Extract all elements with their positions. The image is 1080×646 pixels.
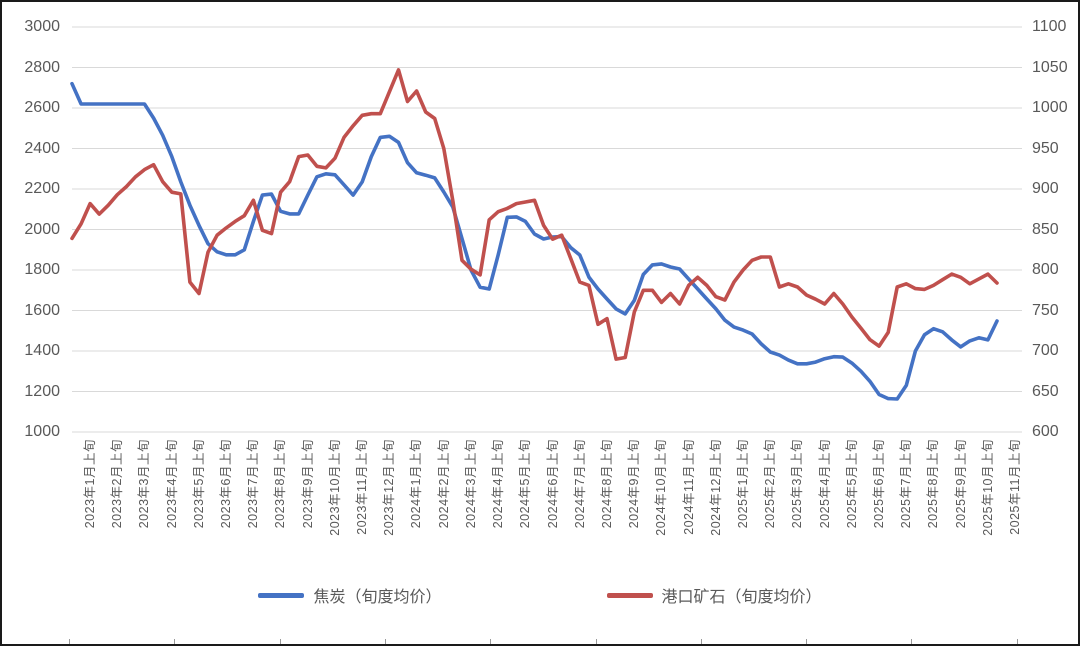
x-axis-label: 2023年4月上旬 (164, 439, 179, 529)
x-axis-label: 2024年10月上旬 (654, 439, 669, 536)
legend-label-coke: 焦炭（旬度均价） (313, 589, 442, 606)
y-axis-label-right: 700 (1032, 342, 1059, 359)
y-axis-label-left: 1200 (24, 382, 60, 400)
y-axis-label-right: 1100 (1032, 18, 1067, 35)
y-axis-label-right: 950 (1032, 139, 1059, 157)
y-axis-label-right: 800 (1032, 261, 1059, 278)
x-axis-label: 2023年12月上旬 (382, 439, 397, 536)
x-axis-label: 2024年4月上旬 (491, 439, 506, 529)
x-axis-label: 2025年5月上旬 (844, 439, 859, 529)
legend-label-ore: 港口矿石（旬度均价） (661, 589, 822, 606)
y-axis-label-left: 1600 (24, 301, 60, 319)
x-axis-label: 2025年11月上旬 (1008, 439, 1022, 535)
x-axis-label: 2025年9月上旬 (953, 439, 968, 529)
x-axis-label: 2023年5月上旬 (191, 439, 206, 529)
x-axis-label: 2023年1月上旬 (83, 439, 97, 529)
x-axis-label: 2024年5月上旬 (518, 439, 533, 529)
x-axis-tick (595, 639, 597, 644)
x-axis-tick (174, 639, 176, 644)
y-axis-label-right: 1050 (1032, 58, 1068, 76)
x-axis-label: 2025年3月上旬 (790, 439, 805, 529)
x-axis-label: 2024年9月上旬 (627, 439, 642, 529)
y-axis-label-right: 1000 (1032, 99, 1068, 116)
y-axis-label-left: 1000 (24, 423, 60, 440)
x-axis-label: 2025年4月上旬 (817, 439, 832, 529)
x-axis-label: 2023年3月上旬 (137, 439, 152, 529)
x-axis-label: 2023年10月上旬 (327, 439, 342, 536)
x-axis-label: 2023年6月上旬 (219, 439, 234, 529)
y-axis-label-left: 1400 (24, 342, 60, 359)
legend-line-swatch-blue (258, 592, 305, 598)
x-axis-label: 2024年2月上旬 (436, 439, 451, 529)
x-axis-label: 2024年11月上旬 (681, 439, 696, 535)
x-axis-label: 2025年6月上旬 (871, 439, 886, 529)
x-axis-tick (490, 639, 492, 644)
y-axis-label-left: 1800 (24, 261, 60, 278)
x-axis-label: 2025年7月上旬 (899, 439, 914, 529)
legend-item-ore: 港口矿石（旬度均价） (606, 583, 822, 607)
y-axis-label-right: 650 (1032, 382, 1059, 400)
y-axis-label-right: 600 (1032, 423, 1059, 440)
y-axis-label-right: 850 (1032, 220, 1059, 238)
y-axis-label-left: 3000 (24, 18, 60, 35)
x-axis-tick (806, 639, 808, 644)
y-axis-label-left: 2200 (24, 180, 60, 197)
x-axis-tick (384, 639, 386, 644)
legend-item-coke: 焦炭（旬度均价） (258, 583, 442, 607)
y-axis-label-right: 750 (1032, 301, 1059, 319)
x-axis-tick (1016, 639, 1018, 644)
x-axis-label: 2025年10月上旬 (980, 439, 995, 536)
x-axis-tick (911, 639, 913, 644)
x-axis-label: 2024年1月上旬 (409, 439, 424, 529)
x-axis-label: 2023年9月上旬 (300, 439, 315, 529)
x-axis-label: 2024年6月上旬 (545, 439, 560, 529)
y-axis-label-right: 900 (1032, 180, 1059, 197)
x-axis-label: 2024年3月上旬 (463, 439, 478, 529)
x-axis-label: 2024年7月上旬 (572, 439, 587, 529)
x-axis-tick (700, 639, 702, 644)
x-axis-label: 2023年8月上旬 (273, 439, 288, 529)
y-axis-label-left: 2400 (24, 139, 60, 157)
series-line-ore (70, 68, 999, 361)
x-axis-label: 2025年2月上旬 (763, 439, 778, 529)
y-axis-label-left: 2800 (24, 58, 60, 76)
x-axis-label: 2023年2月上旬 (110, 439, 125, 529)
x-axis-label: 2025年8月上旬 (926, 439, 941, 529)
x-axis-label: 2024年12月上旬 (708, 439, 723, 536)
x-axis-label: 2023年11月上旬 (355, 439, 370, 535)
legend: 焦炭（旬度均价） 港口矿石（旬度均价） (2, 583, 1078, 607)
x-axis-label: 2025年1月上旬 (735, 439, 750, 529)
y-axis-label-left: 2600 (24, 99, 60, 116)
x-axis-label: 2024年8月上旬 (599, 439, 614, 529)
y-axis-label-left: 2000 (24, 220, 60, 238)
x-axis-label: 2023年7月上旬 (246, 439, 261, 529)
legend-line-swatch-red (606, 592, 653, 598)
x-axis-tick (279, 639, 281, 644)
x-axis-tick (69, 639, 70, 644)
series-line-coke (70, 81, 999, 401)
